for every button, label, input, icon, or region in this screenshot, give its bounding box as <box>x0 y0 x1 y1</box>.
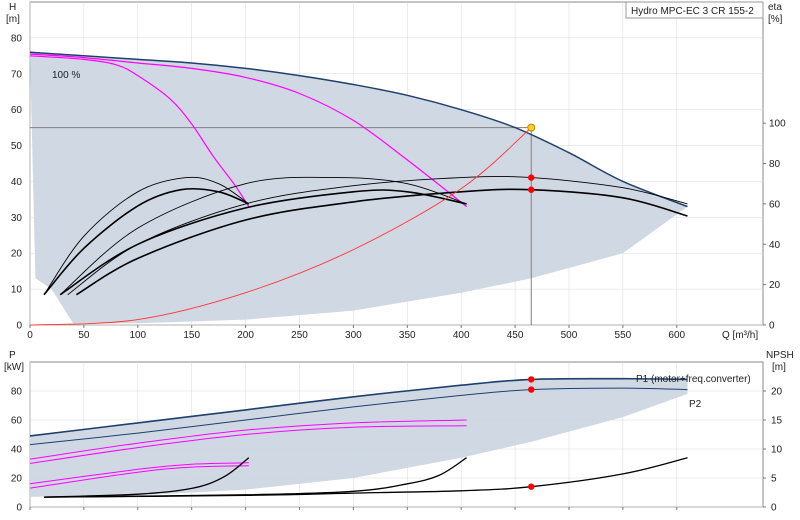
p2-curve-label: P2 <box>689 399 702 410</box>
partial-speed-head-curve-2 <box>29 55 250 207</box>
y-left-tick-label: 60 <box>11 105 23 116</box>
p1-curve-label: P1 (motor+freq.converter) <box>636 374 751 385</box>
operating-region <box>30 52 688 324</box>
y-left-tick-label: 70 <box>11 69 23 80</box>
y-left-tick-label: 0 <box>16 503 22 514</box>
npsh-curve-6 <box>43 457 250 498</box>
y-right-tick-label: 40 <box>769 240 781 251</box>
x-axis-label: Q [m³/h] <box>722 330 758 341</box>
duty-point-marker <box>527 123 536 132</box>
y-left-tick-label: 80 <box>11 33 23 44</box>
power-marker-0 <box>528 376 535 383</box>
y-right-axis-unit: [%] <box>768 14 783 25</box>
y-right-tick-label: 60 <box>769 199 781 210</box>
y-right-axis-label: eta <box>768 2 782 13</box>
y-left-axis-label: H <box>9 2 16 13</box>
y-left-tick-label: 50 <box>11 141 23 152</box>
y-left-tick-label: 80 <box>11 387 23 398</box>
power-npsh-panel: P1 (motor+freq.converter)P20204060800510… <box>4 350 794 514</box>
x-tick-label: 600 <box>668 330 685 341</box>
y-right-tick-label: 20 <box>769 280 781 291</box>
y-right-tick-label: 10 <box>771 445 783 456</box>
partial-speed-head-curve-1 <box>29 53 467 208</box>
efficiency-curve-3 <box>43 176 250 295</box>
x-tick-label: 300 <box>345 330 362 341</box>
p1-curve <box>29 377 688 437</box>
partial-power-curve-4 <box>29 462 249 485</box>
x-tick-label: 50 <box>78 330 90 341</box>
efficiency-curve-4 <box>59 176 467 296</box>
y-right-tick-label: 5 <box>771 474 777 485</box>
x-tick-label: 150 <box>183 330 200 341</box>
chart-title: Hydro MPC-EC 3 CR 155-2 <box>631 6 754 17</box>
x-tick-label: 450 <box>507 330 524 341</box>
x-tick-label: 400 <box>453 330 470 341</box>
y-right-axis-label: NPSH <box>766 350 794 361</box>
y-right-tick-label: 0 <box>769 321 775 332</box>
p2-curve <box>29 387 688 446</box>
partial-power-curve-3 <box>29 425 467 464</box>
y-left-tick-label: 20 <box>11 474 23 485</box>
y-left-tick-label: 40 <box>11 177 23 188</box>
y-right-tick-label: 15 <box>771 416 783 427</box>
y-left-axis-unit: [m] <box>6 14 20 25</box>
y-left-tick-label: 30 <box>11 213 23 224</box>
y-left-tick-label: 10 <box>11 285 23 296</box>
x-tick-label: 100 <box>129 330 146 341</box>
efficiency-marker-1 <box>528 186 535 193</box>
x-tick-label: 0 <box>27 330 33 341</box>
head-efficiency-panel: 100 %0 50 100 150 200 250 300 350 400 450 500 550 60… <box>6 1 786 341</box>
y-left-axis-label: P <box>9 350 16 361</box>
y-right-tick-label: 20 <box>771 387 783 398</box>
y-right-tick-label: 80 <box>769 159 781 170</box>
max-head-curve <box>29 51 688 208</box>
power-marker-1 <box>528 386 535 393</box>
efficiency-curve-6 <box>43 187 250 296</box>
annotation-100-percent: 100 % <box>52 70 80 81</box>
partial-power-curve-2 <box>29 419 467 460</box>
y-right-tick-label: 100 <box>769 119 786 130</box>
partial-power-curve-5 <box>29 465 249 489</box>
power-marker-2 <box>528 483 535 490</box>
y-left-tick-label: 40 <box>11 445 23 456</box>
y-left-tick-label: 20 <box>11 249 23 260</box>
x-tick-label: 200 <box>237 330 254 341</box>
y-left-tick-label: 60 <box>11 416 23 427</box>
y-right-tick-label: 0 <box>771 503 777 514</box>
npsh-curve-8 <box>43 457 688 498</box>
y-left-tick-label: 0 <box>16 321 22 332</box>
y-right-axis-unit: [m] <box>772 362 786 373</box>
efficiency-marker-0 <box>528 174 535 181</box>
x-tick-label: 350 <box>399 330 416 341</box>
x-tick-label: 500 <box>561 330 578 341</box>
y-left-axis-unit: [kW] <box>4 362 24 373</box>
chart-title-box: Hydro MPC-EC 3 CR 155-2 <box>625 1 764 19</box>
efficiency-curve-8 <box>75 188 688 296</box>
x-tick-label: 550 <box>615 330 632 341</box>
x-tick-label: 250 <box>291 330 308 341</box>
efficiency-curve-7 <box>59 189 467 296</box>
system-curve <box>29 127 532 326</box>
